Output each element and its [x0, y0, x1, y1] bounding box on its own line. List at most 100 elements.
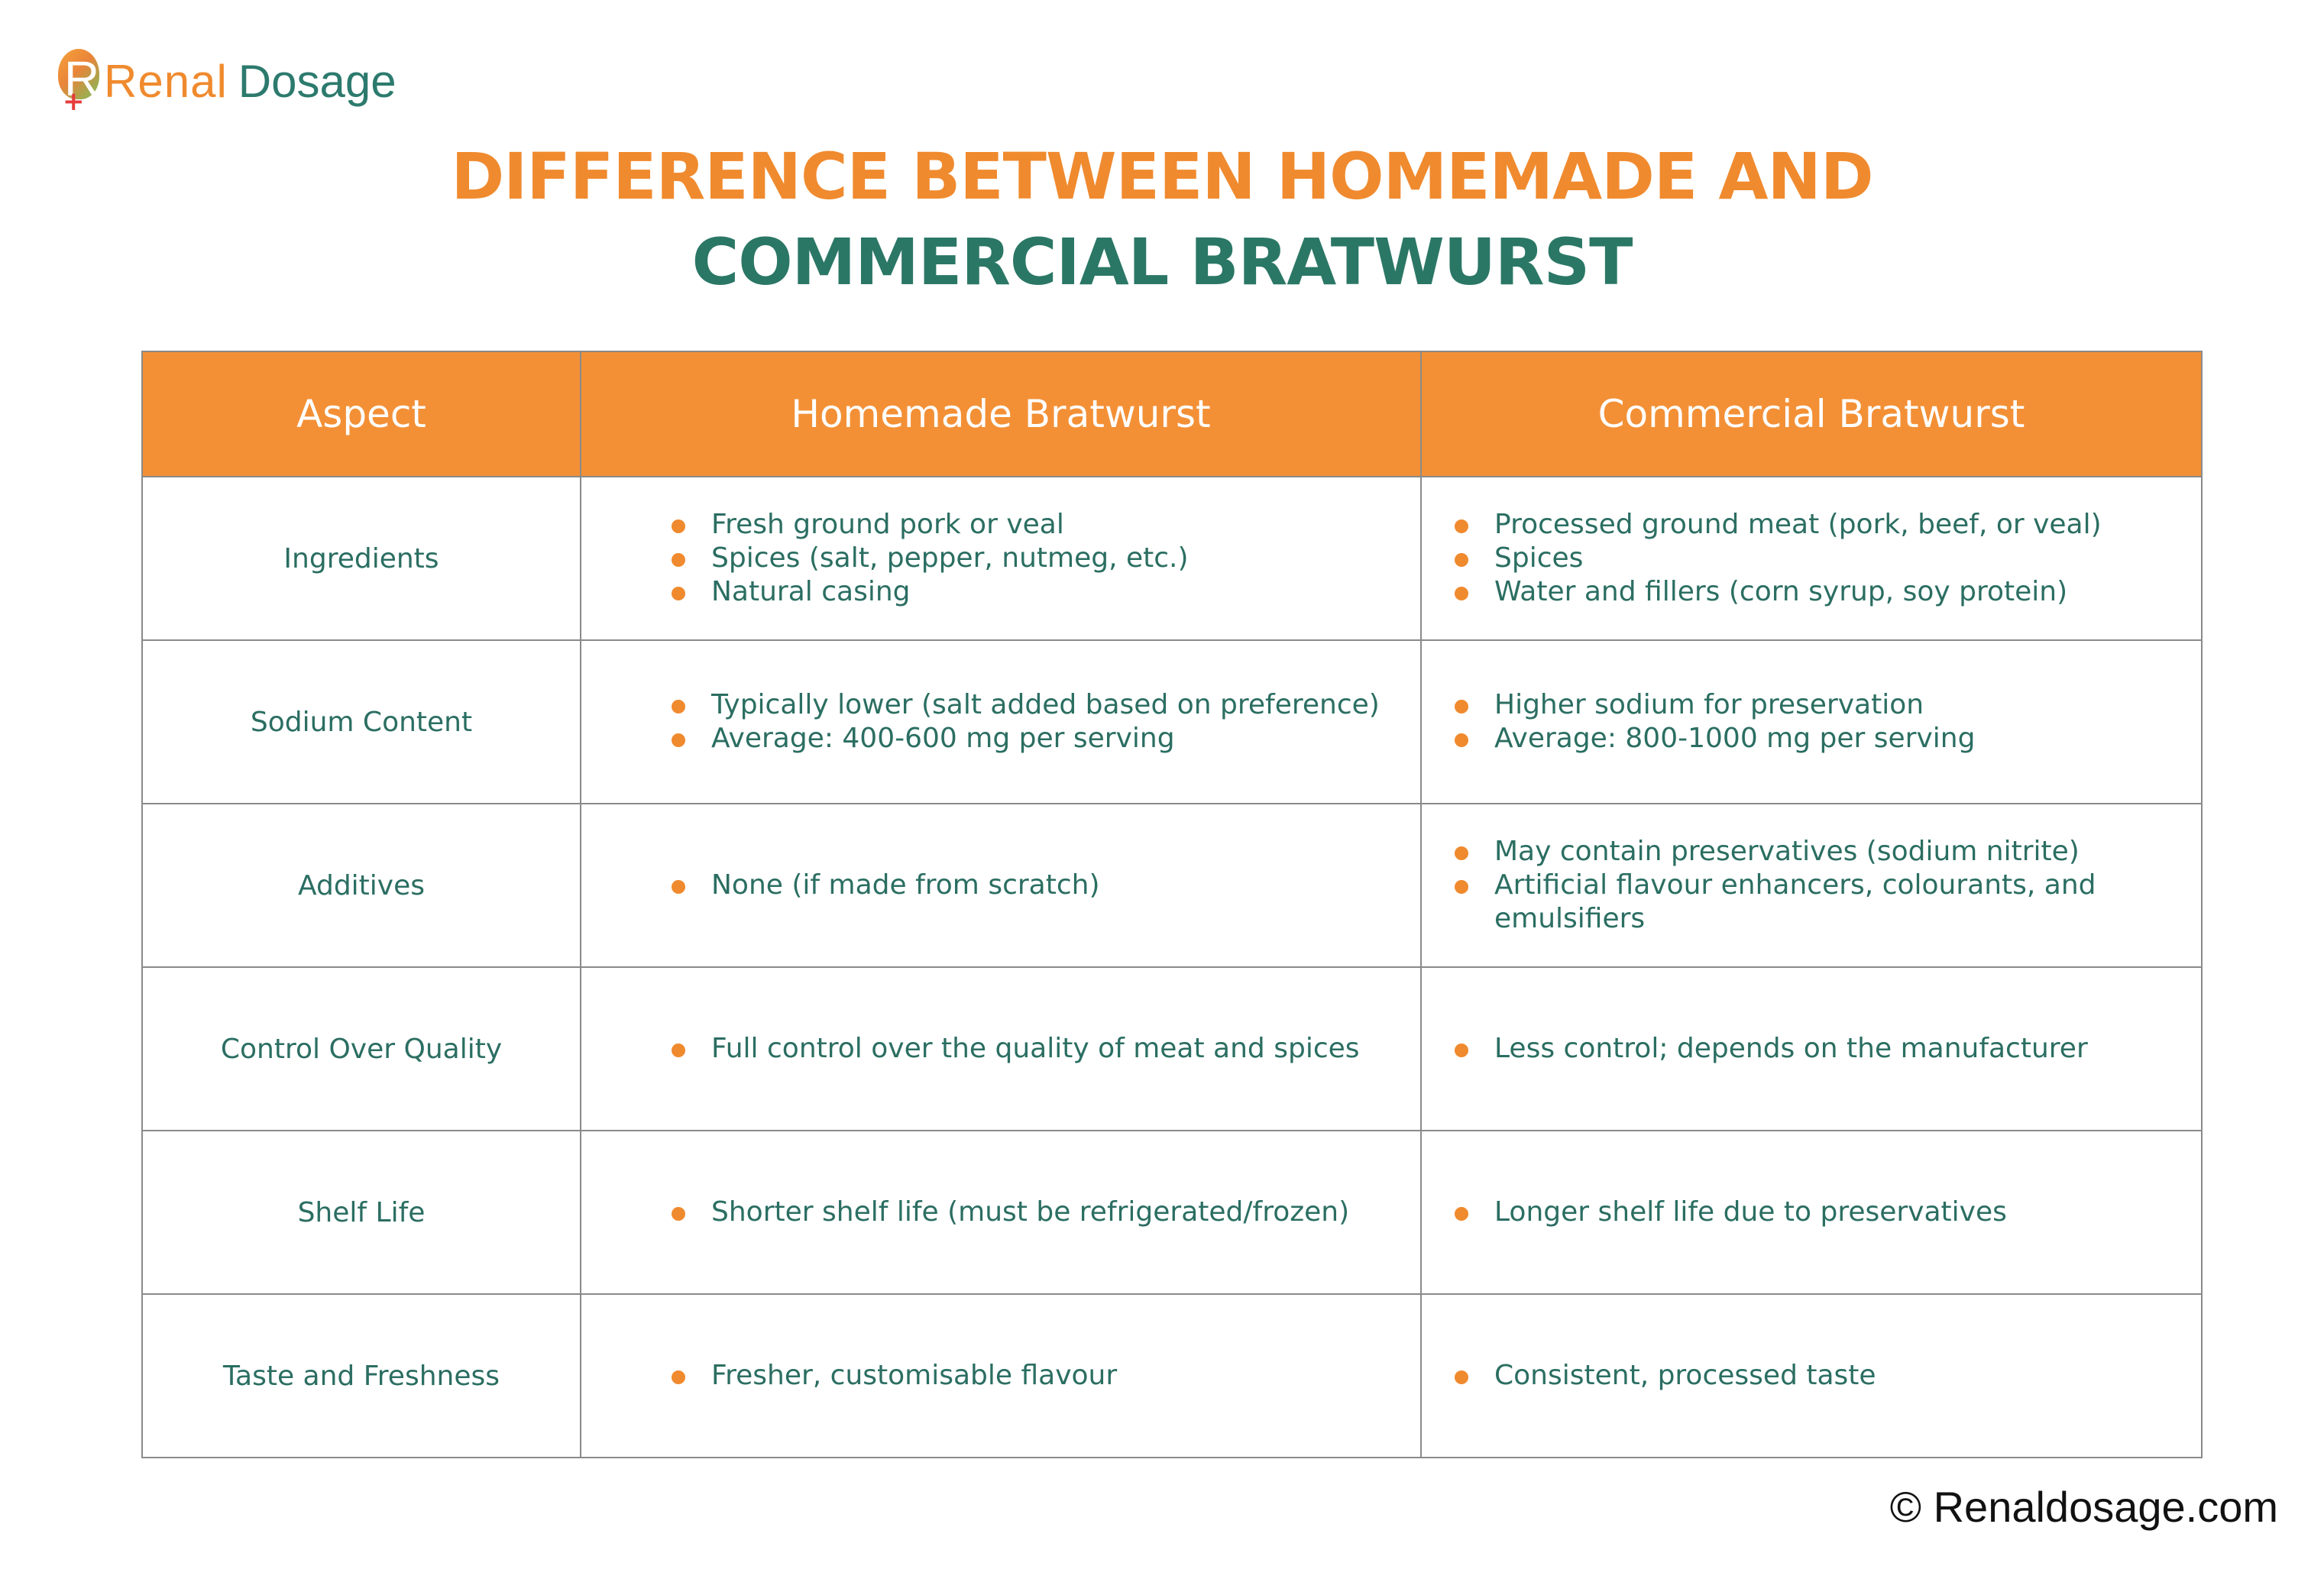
list-item: Natural casing — [672, 575, 1390, 609]
bullet-dot-icon — [1455, 880, 1468, 894]
aspect-cell: Sodium Content — [141, 639, 581, 804]
aspect-cell: Taste and Freshness — [141, 1293, 581, 1458]
bullet-dot-icon — [1455, 1370, 1468, 1384]
bullet-dot-icon — [1455, 733, 1468, 747]
list-item: Water and fillers (corn syrup, soy prote… — [1455, 575, 2170, 609]
aspect-cell: Ingredients — [141, 476, 581, 641]
list-item-text: Average: 400-600 mg per serving — [711, 723, 1175, 754]
table-row: Ingredients Fresh ground pork or veal Spic… — [141, 476, 2203, 641]
list-item: Fresh ground pork or veal — [672, 508, 1390, 542]
list-item: May contain preservatives (sodium nitrit… — [1455, 835, 2170, 869]
list-item-text: Longer shelf life due to preservatives — [1494, 1196, 2007, 1228]
commercial-cell: Higher sodium for preservation Average: 8… — [1420, 639, 2203, 804]
bullet-dot-icon — [1455, 1207, 1468, 1221]
homemade-list: None (if made from scratch) — [672, 869, 1390, 902]
bullet-dot-icon — [672, 700, 685, 713]
header-commercial: Commercial Bratwurst — [1420, 351, 2203, 477]
list-item-text: Natural casing — [711, 576, 911, 607]
homemade-list: Shorter shelf life (must be refrigerated… — [672, 1196, 1390, 1229]
commercial-list: Less control; depends on the manufacture… — [1455, 1032, 2170, 1066]
table-row: Sodium Content Typically lower (salt adde… — [141, 639, 2203, 804]
list-item-text: Fresh ground pork or veal — [711, 509, 1064, 540]
list-item: Processed ground meat (pork, beef, or ve… — [1455, 508, 2170, 542]
header-aspect: Aspect — [141, 351, 581, 477]
brand-logo: R + Renal Dosage — [58, 43, 397, 119]
commercial-list: Longer shelf life due to preservatives — [1455, 1196, 2170, 1229]
bullet-dot-icon — [672, 1207, 685, 1221]
list-item-text: Processed ground meat (pork, beef, or ve… — [1494, 509, 2102, 540]
list-item-text: None (if made from scratch) — [711, 869, 1100, 901]
bullet-dot-icon — [1455, 587, 1468, 600]
bullet-dot-icon — [1455, 1044, 1468, 1057]
list-item-text: Shorter shelf life (must be refrigerated… — [711, 1196, 1350, 1228]
bullet-dot-icon — [1455, 519, 1468, 533]
homemade-list: Fresher, customisable flavour — [672, 1359, 1390, 1393]
bullet-dot-icon — [672, 880, 685, 894]
list-item: None (if made from scratch) — [672, 869, 1390, 902]
commercial-cell: Longer shelf life due to preservatives — [1420, 1130, 2203, 1295]
list-item-text: Full control over the quality of meat an… — [711, 1033, 1360, 1064]
commercial-cell: May contain preservatives (sodium nitrit… — [1420, 803, 2203, 968]
logo-text-renal: Renal — [104, 55, 228, 107]
logo-mark-icon: R + — [58, 43, 101, 119]
list-item-text: Typically lower (salt added based on pre… — [711, 689, 1380, 720]
commercial-list: Processed ground meat (pork, beef, or ve… — [1455, 508, 2170, 609]
list-item: Longer shelf life due to preservatives — [1455, 1196, 2170, 1229]
list-item-text: Water and fillers (corn syrup, soy prote… — [1494, 576, 2068, 607]
bullet-dot-icon — [672, 553, 685, 567]
comparison-table: Aspect Homemade Bratwurst Commercial Bra… — [141, 351, 2203, 1458]
homemade-list: Typically lower (salt added based on pre… — [672, 688, 1390, 756]
homemade-cell: Typically lower (salt added based on pre… — [580, 639, 1422, 804]
table-row: Shelf Life Shorter shelf life (must be re… — [141, 1130, 2203, 1295]
homemade-list: Full control over the quality of meat an… — [672, 1032, 1390, 1066]
copyright-footer: © Renaldosage.com — [1889, 1483, 2278, 1531]
bullet-dot-icon — [672, 1370, 685, 1384]
list-item-text: Spices — [1494, 542, 1584, 574]
commercial-cell: Less control; depends on the manufacture… — [1420, 966, 2203, 1131]
aspect-cell: Additives — [141, 803, 581, 968]
list-item-text: May contain preservatives (sodium nitrit… — [1494, 836, 2080, 867]
commercial-cell: Processed ground meat (pork, beef, or ve… — [1420, 476, 2203, 641]
commercial-cell: Consistent, processed taste — [1420, 1293, 2203, 1458]
list-item: Artificial flavour enhancers, colourants… — [1455, 869, 2170, 936]
aspect-cell: Shelf Life — [141, 1130, 581, 1295]
list-item-text: Consistent, processed taste — [1494, 1360, 1876, 1391]
list-item: Consistent, processed taste — [1455, 1359, 2170, 1393]
logo-text-dosage: Dosage — [238, 55, 397, 107]
aspect-cell: Control Over Quality — [141, 966, 581, 1131]
list-item: Less control; depends on the manufacture… — [1455, 1032, 2170, 1066]
list-item: Typically lower (salt added based on pre… — [672, 688, 1390, 722]
bullet-dot-icon — [672, 519, 685, 533]
list-item: Average: 400-600 mg per serving — [672, 722, 1390, 756]
commercial-list: Higher sodium for preservation Average: 8… — [1455, 688, 2170, 756]
table-header-row: Aspect Homemade Bratwurst Commercial Bra… — [141, 351, 2203, 477]
page-title-line2: COMMERCIAL BRATWURST — [691, 225, 1633, 299]
list-item-text: Average: 800-1000 mg per serving — [1494, 723, 1976, 754]
list-item: Average: 800-1000 mg per serving — [1455, 722, 2170, 756]
list-item: Shorter shelf life (must be refrigerated… — [672, 1196, 1390, 1229]
table-row: Control Over Quality Full control over th… — [141, 966, 2203, 1131]
list-item: Fresher, customisable flavour — [672, 1359, 1390, 1393]
homemade-list: Fresh ground pork or veal Spices (salt, p… — [672, 508, 1390, 609]
list-item-text: Less control; depends on the manufacture… — [1494, 1033, 2088, 1064]
list-item: Full control over the quality of meat an… — [672, 1032, 1390, 1066]
list-item-text: Higher sodium for preservation — [1494, 689, 1924, 720]
bullet-dot-icon — [1455, 846, 1468, 860]
list-item: Higher sodium for preservation — [1455, 688, 2170, 722]
homemade-cell: Fresher, customisable flavour — [580, 1293, 1422, 1458]
list-item: Spices — [1455, 542, 2170, 575]
homemade-cell: None (if made from scratch) — [580, 803, 1422, 968]
list-item-text: Fresher, customisable flavour — [711, 1360, 1118, 1391]
commercial-list: May contain preservatives (sodium nitrit… — [1455, 835, 2170, 936]
bullet-dot-icon — [1455, 700, 1468, 713]
table-row: Taste and Freshness Fresher, customisable… — [141, 1293, 2203, 1458]
homemade-cell: Fresh ground pork or veal Spices (salt, p… — [580, 476, 1422, 641]
commercial-list: Consistent, processed taste — [1455, 1359, 2170, 1393]
list-item: Spices (salt, pepper, nutmeg, etc.) — [672, 542, 1390, 575]
list-item-text: Spices (salt, pepper, nutmeg, etc.) — [711, 542, 1189, 574]
bullet-dot-icon — [1455, 553, 1468, 567]
bullet-dot-icon — [672, 587, 685, 600]
bullet-dot-icon — [672, 1044, 685, 1057]
table-row: Additives None (if made from scratch) May … — [141, 803, 2203, 968]
bullet-dot-icon — [672, 733, 685, 747]
